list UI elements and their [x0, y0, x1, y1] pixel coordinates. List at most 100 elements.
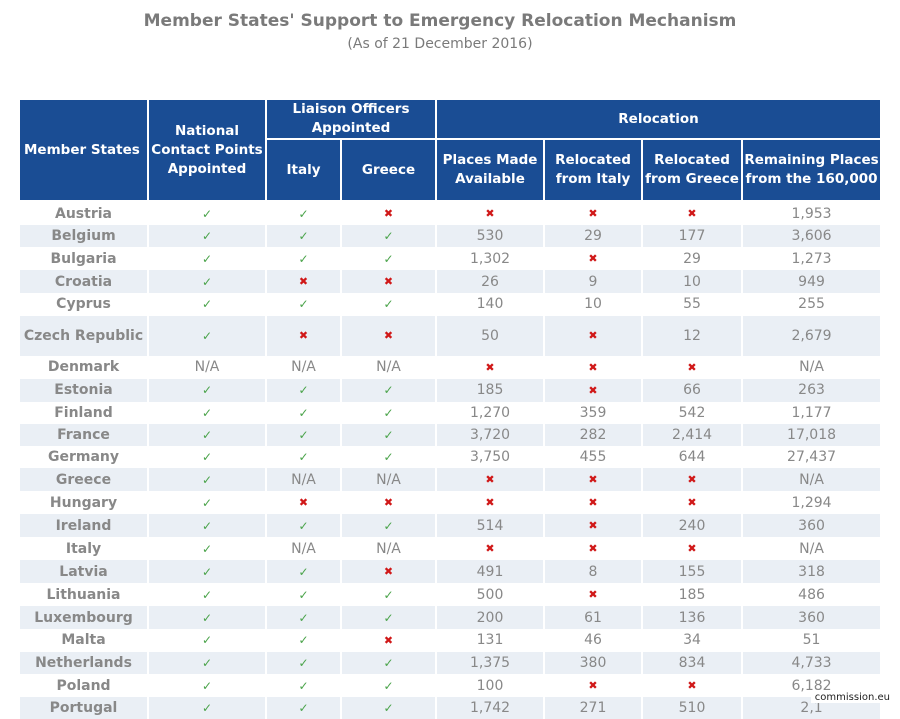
table-row: Hungary ✓ ✖ ✖ ✖ ✖ ✖ 1,294	[18, 491, 883, 515]
cross-icon: ✖	[588, 360, 598, 374]
cell-relocated-greece: 542	[641, 401, 744, 424]
cross-icon: ✖	[687, 496, 697, 510]
cross-icon: ✖	[485, 207, 495, 220]
cell-places-available: ✖	[435, 201, 546, 225]
cell-national-contact: ✓	[147, 514, 267, 538]
check-icon: ✓	[383, 428, 394, 443]
check-icon: ✓	[383, 229, 394, 244]
cell-relocated-greece: ✖	[641, 468, 744, 492]
cell-relocated-greece: ✖	[641, 201, 744, 225]
cell-liaison-greece: ✖	[339, 628, 438, 652]
cell-liaison-italy: ✓	[265, 674, 342, 698]
table-row: France ✓ ✓ ✓ 3,720 282 2,414 17,018	[18, 423, 883, 447]
header-liaison: Liaison Officers Appointed	[264, 98, 438, 140]
check-icon: ✓	[383, 297, 394, 312]
cell-liaison-greece: ✓	[339, 401, 438, 424]
check-icon: ✓	[201, 655, 213, 670]
check-icon: ✓	[201, 328, 213, 343]
cross-icon: ✖	[383, 275, 394, 289]
cell-liaison-italy: ✓	[265, 651, 342, 675]
cell-liaison-italy: ✓	[265, 606, 342, 629]
cross-icon: ✖	[383, 329, 394, 343]
cell-liaison-greece: ✓	[339, 697, 438, 719]
cell-remaining: 1,294	[741, 491, 883, 515]
check-icon: ✓	[298, 678, 309, 693]
cell-remaining: 2,679	[741, 315, 883, 356]
cell-member-state: Germany	[18, 446, 149, 469]
cell-relocated-italy: 8	[543, 560, 644, 584]
cell-places-available: 185	[435, 378, 546, 402]
cell-relocated-italy: ✖	[543, 491, 644, 515]
cell-relocated-italy: 9	[543, 270, 644, 294]
check-icon: ✓	[201, 274, 213, 289]
cell-relocated-italy: ✖	[543, 355, 644, 379]
cell-liaison-greece: ✓	[339, 225, 438, 248]
cell-liaison-italy: ✓	[265, 247, 342, 271]
cell-member-state: Austria	[18, 201, 149, 225]
check-icon: ✓	[298, 229, 309, 244]
cell-remaining: 1,273	[741, 247, 883, 271]
header-relocated-from-italy: Relocated from Italy	[543, 138, 644, 202]
cell-relocated-greece: 834	[641, 651, 744, 675]
table-row: Ireland ✓ ✓ ✓ 514 ✖ 240 360	[18, 514, 883, 538]
cell-relocated-italy: 282	[543, 423, 644, 447]
cell-relocated-greece: 644	[641, 446, 744, 469]
cross-icon: ✖	[485, 360, 495, 374]
table-row: Portugal ✓ ✓ ✓ 1,742 271 510 2,1	[18, 697, 883, 719]
cell-places-available: 50	[435, 315, 546, 356]
check-icon: ✓	[383, 405, 394, 420]
cell-member-state: Netherlands	[18, 651, 149, 675]
table-row: Croatia ✓ ✖ ✖ 26 9 10 949	[18, 270, 883, 294]
cell-liaison-greece: ✖	[339, 270, 438, 294]
check-icon: ✓	[298, 518, 309, 533]
cell-national-contact: ✓	[147, 697, 267, 719]
check-icon: ✓	[298, 587, 309, 602]
cell-remaining: 51	[741, 628, 883, 652]
cell-national-contact: N/A	[147, 355, 267, 379]
cell-liaison-greece: ✓	[339, 293, 438, 316]
cell-liaison-italy: N/A	[265, 537, 342, 561]
cell-liaison-greece: ✓	[339, 651, 438, 675]
header-relocated-from-greece: Relocated from Greece	[641, 138, 744, 202]
cell-places-available: 491	[435, 560, 546, 584]
cell-remaining: N/A	[741, 537, 883, 561]
cell-remaining: N/A	[741, 468, 883, 492]
cell-national-contact: ✓	[147, 583, 267, 607]
cell-relocated-italy: 359	[543, 401, 644, 424]
cell-liaison-greece: ✖	[339, 491, 438, 515]
cell-places-available: 140	[435, 293, 546, 316]
cross-icon: ✖	[298, 496, 309, 510]
cell-liaison-italy: ✓	[265, 560, 342, 584]
relocation-table: Member States National Contact Points Ap…	[18, 98, 883, 719]
check-icon: ✓	[383, 678, 394, 693]
cell-relocated-italy: 10	[543, 293, 644, 316]
cell-member-state: Bulgaria	[18, 247, 149, 271]
cell-national-contact: ✓	[147, 491, 267, 515]
cell-relocated-greece: 66	[641, 378, 744, 402]
cell-remaining: 318	[741, 560, 883, 584]
cell-relocated-greece: 177	[641, 225, 744, 248]
cell-relocated-italy: 271	[543, 697, 644, 719]
cell-national-contact: ✓	[147, 293, 267, 316]
cell-liaison-greece: ✓	[339, 446, 438, 469]
cell-places-available: 530	[435, 225, 546, 248]
cell-national-contact: ✓	[147, 315, 267, 356]
cell-national-contact: ✓	[147, 606, 267, 629]
cell-remaining: 27,437	[741, 446, 883, 469]
table-row: Luxembourg ✓ ✓ ✓ 200 61 136 360	[18, 606, 883, 629]
header-national-contact: National Contact Points Appointed	[147, 98, 267, 202]
cell-relocated-greece: 34	[641, 628, 744, 652]
cross-icon: ✖	[298, 329, 309, 343]
cell-relocated-greece: ✖	[641, 537, 744, 561]
cell-relocated-italy: ✖	[543, 514, 644, 538]
check-icon: ✓	[298, 633, 309, 648]
cell-relocated-italy: ✖	[543, 674, 644, 698]
cell-places-available: ✖	[435, 537, 546, 561]
cell-liaison-italy: ✓	[265, 401, 342, 424]
cell-remaining: 263	[741, 378, 883, 402]
cell-places-available: 514	[435, 514, 546, 538]
cell-liaison-italy: ✓	[265, 225, 342, 248]
cell-relocated-greece: 185	[641, 583, 744, 607]
check-icon: ✓	[383, 251, 394, 266]
cell-liaison-italy: ✖	[265, 491, 342, 515]
